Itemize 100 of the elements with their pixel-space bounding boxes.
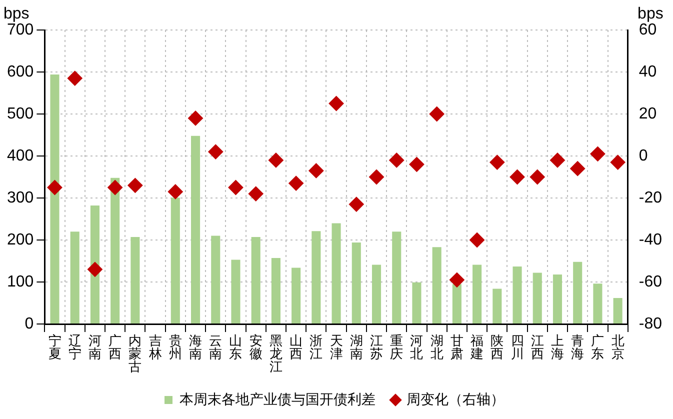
x-tick-label: 北京 xyxy=(611,333,624,362)
bar xyxy=(573,262,582,324)
point xyxy=(449,272,464,288)
bar xyxy=(552,274,562,324)
point xyxy=(268,152,284,168)
point xyxy=(530,170,545,184)
x-tick-label: 浙江 xyxy=(310,333,323,362)
x-tick-label: 上海 xyxy=(550,333,564,362)
x-tick-label: 四川 xyxy=(510,333,524,362)
bar xyxy=(231,260,240,324)
x-tick-label: 云南 xyxy=(209,333,222,362)
point xyxy=(288,176,304,191)
y2-tick-label: 60 xyxy=(638,21,657,38)
x-tick-label: 广西 xyxy=(108,333,122,362)
point xyxy=(348,196,364,212)
bar xyxy=(492,288,502,324)
y2-tick-label: -20 xyxy=(638,189,662,206)
point xyxy=(510,170,525,184)
x-tick-label: 江苏 xyxy=(370,333,384,362)
point xyxy=(168,184,183,200)
x-tick-label: 福建 xyxy=(470,333,484,362)
y-axis-title: bps xyxy=(3,5,30,22)
x-tick-label: 湖北 xyxy=(430,333,444,362)
x-tick-label: 江西 xyxy=(530,333,544,362)
bar xyxy=(251,237,260,324)
y2-tick-label: 0 xyxy=(638,147,648,164)
bar xyxy=(190,136,200,324)
bar xyxy=(412,282,422,324)
x-tick-label: 河南 xyxy=(88,333,102,362)
bar xyxy=(211,236,220,324)
x-tick-label: 青海 xyxy=(571,333,584,362)
point xyxy=(610,154,626,170)
bar xyxy=(271,258,280,324)
point xyxy=(47,180,62,195)
bar xyxy=(613,298,622,324)
point xyxy=(409,156,424,172)
x-tick-label: 甘肃 xyxy=(450,333,464,362)
y2-tick-label: -40 xyxy=(638,231,662,248)
point xyxy=(328,96,344,111)
point xyxy=(87,262,102,277)
bar xyxy=(50,74,60,324)
bar xyxy=(170,198,180,324)
y2-tick-label: -80 xyxy=(638,315,662,332)
point xyxy=(389,152,404,168)
y2-axis-title: bps xyxy=(638,5,664,22)
bar xyxy=(372,264,382,324)
y-tick-label: 500 xyxy=(6,105,34,122)
bar xyxy=(512,266,522,324)
x-tick-label: 内蒙古 xyxy=(128,333,142,374)
point xyxy=(108,180,123,195)
x-tick-label: 安徽 xyxy=(249,333,262,362)
x-tick-label: 贵州 xyxy=(168,333,182,362)
x-tick-label: 山西 xyxy=(290,333,303,362)
x-tick-label: 广东 xyxy=(591,333,604,362)
bar xyxy=(110,178,120,324)
point xyxy=(228,180,244,195)
x-tick-label: 海南 xyxy=(189,333,202,362)
point xyxy=(308,163,324,178)
y-tick-label: 400 xyxy=(6,147,34,164)
point xyxy=(128,178,143,193)
point xyxy=(67,70,82,86)
bar xyxy=(292,268,301,324)
y-tick-label: 700 xyxy=(6,21,34,38)
bar xyxy=(593,284,602,324)
bar xyxy=(432,247,442,324)
bar xyxy=(472,264,482,324)
bar xyxy=(90,206,100,324)
x-tick-label: 天津 xyxy=(330,333,343,362)
x-tick-label: 河北 xyxy=(410,333,424,362)
x-tick-label: 宁夏 xyxy=(48,333,62,362)
x-tick-label: 山东 xyxy=(229,333,242,362)
point xyxy=(590,146,606,162)
x-tick-label: 陕西 xyxy=(490,333,504,362)
x-tick-label: 重庆 xyxy=(390,333,404,362)
legend-label: 本周末各地产业债与国开债利差 xyxy=(180,390,376,407)
bar xyxy=(312,231,321,324)
bar xyxy=(452,284,462,324)
x-tick-label: 湖南 xyxy=(350,333,363,362)
y2-tick-label: -60 xyxy=(638,273,662,290)
y-tick-label: 300 xyxy=(6,189,34,206)
legend-label: 周变化（右轴） xyxy=(406,390,504,407)
y2-tick-label: 40 xyxy=(638,63,657,80)
x-tick-label: 黑龙江 xyxy=(269,333,282,374)
point xyxy=(550,152,565,168)
x-tick-label: 辽宁 xyxy=(68,333,82,362)
point xyxy=(248,186,264,202)
y-tick-label: 0 xyxy=(24,315,34,332)
point xyxy=(188,110,204,126)
y-tick-label: 600 xyxy=(6,63,34,80)
bar xyxy=(352,242,361,324)
bar xyxy=(532,272,542,324)
y-tick-label: 100 xyxy=(6,273,34,290)
y2-tick-label: 20 xyxy=(638,105,657,122)
point xyxy=(208,144,224,160)
point xyxy=(570,161,586,176)
bar xyxy=(130,237,140,324)
x-tick-label: 吉林 xyxy=(148,333,162,362)
bar xyxy=(332,223,341,324)
y-tick-label: 200 xyxy=(6,231,34,248)
bar xyxy=(70,232,80,324)
